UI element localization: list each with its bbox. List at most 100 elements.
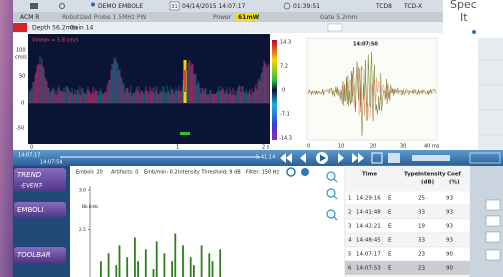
bar [174,233,176,277]
power-value: 61mW [238,14,260,21]
vessel: ACM R [20,14,39,21]
settings-icon[interactable] [301,168,309,176]
page-text: Spec [450,0,477,11]
table-cell: 14:48:45 [356,238,381,244]
filter: Filter: 150 Hz [246,170,279,176]
bar [208,253,210,277]
bar [137,261,139,277]
y-label: 50 [19,74,25,80]
cursor-time: 14:07:54 [40,160,62,166]
column-header: Time [362,172,377,178]
x-label: 2 s [262,145,270,151]
emboli-panel [70,166,345,277]
bar [156,241,158,277]
x-label: 0 [30,145,33,151]
audio-icon[interactable] [328,24,342,31]
x-label: 40 ms [424,144,440,150]
page-text: It [460,11,468,24]
table-cell: 23 [418,252,425,258]
power-label: Power [213,14,232,21]
menu-label: TOOLBAR [17,251,51,259]
table-cell: 5 [348,252,352,258]
bar [100,261,102,277]
table-cell: 93 [446,224,453,230]
table-cell: 14:41:48 [356,210,381,216]
home-icon[interactable] [30,3,38,9]
emboli-rate: Emb/min: 0.2 [144,170,178,176]
table-cell: 90 [446,266,453,272]
bar [193,265,195,277]
table-cell: 93 [446,196,453,202]
menu-label: TREND [17,171,42,179]
table-cell: 4 [348,238,352,244]
y-tick-label: 2.5 [79,227,86,233]
table-cell: 6 [348,266,352,272]
column-header: Intensity [418,172,446,178]
embolus-echo [180,132,190,135]
bar [115,265,117,277]
bar [171,261,173,277]
probe-type: Robotized Probe 1.5MHz PW [62,14,146,21]
menu-label: -EVENT- [20,183,43,190]
bar [190,257,192,277]
spectrum-annotation: Vmean = 5.8 cm/s [32,38,79,44]
x-label: 20 [370,144,376,150]
table-cell: 23 [418,266,425,272]
screen: Spec It DEMO EMBOLE 31 04/14/2015 14:07:… [0,0,503,277]
y-tick-label: 3.0 [79,187,86,193]
bar [182,245,184,277]
table-cell: E [388,266,392,272]
menu-label: EMBOLI [17,206,44,214]
page-edge [0,0,13,277]
bar [153,269,155,277]
table-cell: E [388,238,392,244]
table-cell: 14:07:53 [356,266,381,272]
y-label: -50 [16,126,24,132]
channel-tag [13,23,27,32]
exam-datetime: 04/14/2015 14:07:17 [182,3,246,10]
bar [145,249,147,277]
gain: Gain 14 [70,25,94,32]
table-cell: 25 [418,196,425,202]
table-cell: 93 [446,210,453,216]
bullet [472,30,476,34]
table-cell: 2 [348,210,352,216]
table-cell: E [388,210,392,216]
table-cell: 14:07:17 [356,252,381,258]
colorbar [272,40,277,140]
bar [212,261,214,277]
emboli-count: Emboli: 20 [76,170,103,176]
bar [164,253,166,277]
bar [108,253,110,277]
zoom-column [320,178,345,277]
table-cell: 3 [348,224,352,230]
table-cell: 33 [418,210,425,216]
device-name: TCD8 [375,3,392,10]
start-time: 14:07:17 [18,153,40,159]
table-cell: 33 [418,238,425,244]
table-cell: 90 [446,252,453,258]
bar [201,245,203,277]
timeline[interactable] [60,156,260,158]
table-cell: 14:42:21 [356,224,381,230]
table-cell: 1 [348,196,352,202]
x-label: 30 [400,144,406,150]
table-cell: E [388,196,392,202]
colorbar-label: -14.3 [279,136,292,142]
table-cell: 19 [418,224,425,230]
x-label: 0 [307,144,310,150]
colorbar-label: -7.1 [280,112,290,118]
end-time: 5:41:14 [256,155,275,161]
column-header: Type [404,172,419,178]
table-cell: 93 [446,238,453,244]
side-panel [478,38,503,150]
colorbar-label: 7.2 [280,64,288,70]
table-cell: E [388,252,392,258]
bar [134,237,136,277]
x-label: 1 [176,145,179,151]
artifact-count: Artifacts: 0 [111,170,138,176]
bar [219,249,221,277]
bar [126,257,128,277]
y-label: 100 [16,48,26,54]
calendar-day: 31 [171,4,177,10]
